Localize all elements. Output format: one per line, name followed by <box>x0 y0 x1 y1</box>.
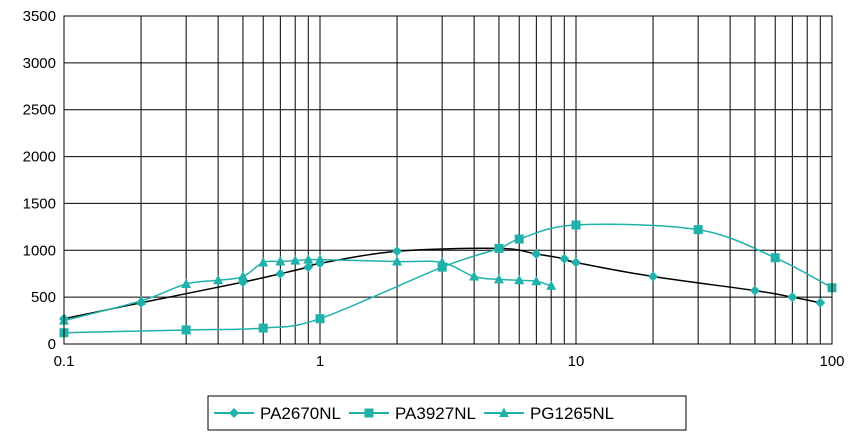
triangle-marker <box>315 254 325 264</box>
triangle-marker <box>469 271 480 281</box>
diamond-marker <box>787 292 798 303</box>
triangle-marker <box>213 274 224 285</box>
y-tick-label: 2500 <box>23 102 56 119</box>
triangle-marker <box>514 274 525 285</box>
x-tick-label: 0.1 <box>54 353 75 370</box>
legend: PA2670NL PA3927NL PG1265NL <box>207 395 687 431</box>
square-marker <box>514 234 524 244</box>
square-marker <box>494 243 504 253</box>
legend-box <box>207 395 687 431</box>
diamond-marker <box>392 246 403 257</box>
triangle-marker <box>290 255 301 265</box>
x-tick-label: 1 <box>316 353 324 370</box>
series-layer <box>59 220 837 338</box>
square-marker <box>315 314 325 324</box>
plot-frame <box>63 15 833 345</box>
triangle-marker <box>181 278 192 289</box>
y-tick-label: 1000 <box>23 242 56 259</box>
legend-item: PA3927NL <box>348 404 476 423</box>
square-marker <box>571 220 581 230</box>
triangle-marker <box>437 256 448 267</box>
legend-diamond-marker <box>229 408 239 418</box>
legend-label: PG1265NL <box>530 404 614 423</box>
diamond-marker <box>749 285 760 296</box>
diamond-marker <box>571 257 581 268</box>
triangle-marker <box>392 256 403 266</box>
diamond-marker <box>648 271 659 282</box>
triangle-marker <box>493 273 504 284</box>
tick-labels: 0 500 1000 1500 2000 2500 3000 3500 0.1 1 10 100 <box>23 8 845 370</box>
y-tick-label: 3000 <box>23 55 56 72</box>
triangle-marker <box>531 275 542 286</box>
triangle-marker <box>237 271 248 281</box>
square-marker <box>693 225 703 235</box>
square-marker <box>258 323 268 333</box>
diamond-marker <box>815 297 826 308</box>
legend-triangle-marker <box>498 407 509 417</box>
diamond-marker <box>303 262 314 273</box>
y-tick-label: 500 <box>31 289 56 306</box>
series-pg1265nl <box>59 254 557 325</box>
legend-item: PA2670NL <box>214 404 341 423</box>
legend-item: PG1265NL <box>483 404 614 423</box>
legend-square-marker <box>364 408 374 418</box>
diamond-marker <box>559 253 570 264</box>
y-tick-label: 1500 <box>23 195 56 212</box>
triangle-marker <box>136 295 147 305</box>
x-tick-label: 100 <box>819 353 844 370</box>
square-marker <box>437 262 447 272</box>
y-tick-label: 2000 <box>23 149 56 166</box>
legend-label: PA2670NL <box>260 404 341 423</box>
triangle-marker <box>546 280 557 290</box>
legend-label: PA3927NL <box>395 404 476 423</box>
x-tick-label: 10 <box>568 353 585 370</box>
diamond-marker <box>275 268 286 279</box>
square-marker <box>181 325 191 335</box>
triangle-marker <box>258 256 269 267</box>
y-tick-label: 3500 <box>23 8 56 25</box>
triangle-marker <box>275 256 286 266</box>
diamond-marker <box>531 249 542 260</box>
triangle-marker <box>303 254 314 264</box>
y-tick-label: 0 <box>48 336 56 353</box>
square-marker <box>770 253 780 263</box>
